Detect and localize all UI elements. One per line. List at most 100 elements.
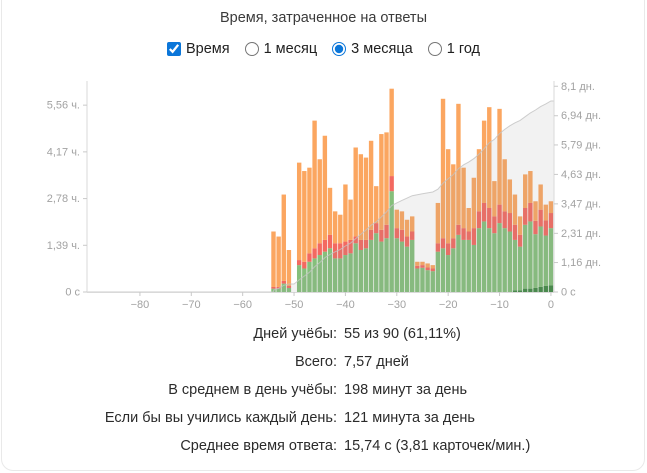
bar-segment-young-hours[interactable] xyxy=(435,251,441,292)
bar-segment-relearn-hours[interactable] xyxy=(338,243,343,259)
bar-segment-mature-hours[interactable] xyxy=(528,288,533,292)
bar-segment-young-hours[interactable] xyxy=(538,226,543,287)
bar-segment-young-hours[interactable] xyxy=(497,223,502,292)
bar-segment-mature-hours[interactable] xyxy=(523,288,528,292)
bar-segment-learn-hours[interactable] xyxy=(435,202,441,244)
bar-segment-learn-hours[interactable] xyxy=(410,216,415,232)
bar-segment-young-hours[interactable] xyxy=(286,287,292,292)
bar-segment-learn-hours[interactable] xyxy=(548,201,554,214)
bar-segment-young-hours[interactable] xyxy=(487,228,492,292)
bar-segment-learn-hours[interactable] xyxy=(384,132,389,225)
bar-segment-mature-hours[interactable] xyxy=(548,285,554,292)
range-radio-1[interactable] xyxy=(332,42,347,56)
bar-segment-learn-hours[interactable] xyxy=(497,108,502,205)
bar-segment-relearn-hours[interactable] xyxy=(348,239,353,254)
bar-segment-relearn-hours[interactable] xyxy=(343,241,348,256)
bar-segment-young-hours[interactable] xyxy=(276,288,281,292)
bar-segment-relearn-hours[interactable] xyxy=(353,236,358,244)
bar-segment-learn-hours[interactable] xyxy=(451,164,456,239)
bar-segment-young-hours[interactable] xyxy=(296,265,302,292)
bar-segment-learn-hours[interactable] xyxy=(302,171,307,262)
bar-segment-relearn-hours[interactable] xyxy=(512,224,518,240)
range-option-0[interactable]: 1 месяц xyxy=(244,41,317,57)
bar-segment-learn-hours[interactable] xyxy=(327,187,333,235)
bar-segment-learn-hours[interactable] xyxy=(358,154,364,240)
bar-segment-mature-hours[interactable] xyxy=(538,286,543,292)
bar-segment-young-hours[interactable] xyxy=(548,228,554,286)
bar-segment-mature-hours[interactable] xyxy=(512,290,518,292)
bar-segment-learn-hours[interactable] xyxy=(276,236,281,287)
bar-segment-young-hours[interactable] xyxy=(528,221,533,289)
bar-segment-young-hours[interactable] xyxy=(543,235,548,286)
bar-segment-young-hours[interactable] xyxy=(394,238,399,292)
bar-segment-learn-hours[interactable] xyxy=(533,201,538,221)
bar-segment-young-hours[interactable] xyxy=(404,246,410,292)
bar-segment-young-hours[interactable] xyxy=(461,239,466,292)
bar-segment-learn-hours[interactable] xyxy=(338,214,343,244)
bar-segment-young-hours[interactable] xyxy=(322,251,328,292)
bar-segment-relearn-hours[interactable] xyxy=(476,211,482,229)
bar-segment-relearn-hours[interactable] xyxy=(492,216,497,234)
bar-segment-relearn-hours[interactable] xyxy=(296,260,302,266)
bar-segment-mature-hours[interactable] xyxy=(533,287,538,292)
bar-segment-learn-hours[interactable] xyxy=(322,135,328,240)
bar-segment-young-hours[interactable] xyxy=(312,258,317,292)
range-radio-0[interactable] xyxy=(244,42,259,56)
bar-segment-relearn-hours[interactable] xyxy=(327,234,333,249)
bar-segment-relearn-hours[interactable] xyxy=(374,223,379,234)
bar-segment-young-hours[interactable] xyxy=(281,283,286,292)
bar-segment-young-hours[interactable] xyxy=(507,231,513,292)
bar-segment-young-hours[interactable] xyxy=(348,253,353,292)
bar-segment-learn-hours[interactable] xyxy=(481,120,487,203)
bar-segment-learn-hours[interactable] xyxy=(471,177,477,229)
bar-segment-learn-hours[interactable] xyxy=(286,250,292,286)
bar-segment-mature-hours[interactable] xyxy=(517,290,523,292)
range-option-2[interactable]: 1 год xyxy=(427,41,480,57)
bar-segment-relearn-hours[interactable] xyxy=(410,231,415,240)
bar-segment-learn-hours[interactable] xyxy=(404,219,410,237)
bar-segment-relearn-hours[interactable] xyxy=(430,268,435,272)
bar-segment-relearn-hours[interactable] xyxy=(548,213,554,229)
bar-segment-learn-hours[interactable] xyxy=(543,204,548,221)
bar-segment-learn-hours[interactable] xyxy=(389,88,394,177)
bar-segment-young-hours[interactable] xyxy=(445,255,451,292)
bar-segment-learn-hours[interactable] xyxy=(528,171,533,203)
bar-segment-young-hours[interactable] xyxy=(343,255,348,292)
bar-segment-relearn-hours[interactable] xyxy=(466,231,471,240)
bar-segment-relearn-hours[interactable] xyxy=(399,229,405,242)
bar-segment-young-hours[interactable] xyxy=(456,234,461,292)
bar-segment-learn-hours[interactable] xyxy=(368,140,374,230)
bar-segment-learn-hours[interactable] xyxy=(332,211,338,244)
bar-segment-young-hours[interactable] xyxy=(523,224,528,289)
bar-segment-relearn-hours[interactable] xyxy=(281,280,286,284)
bar-segment-relearn-hours[interactable] xyxy=(394,228,399,239)
bar-segment-relearn-hours[interactable] xyxy=(451,238,456,249)
bar-segment-learn-hours[interactable] xyxy=(512,194,518,225)
bar-segment-relearn-hours[interactable] xyxy=(368,229,374,240)
range-option-1[interactable]: 3 месяца xyxy=(332,41,413,57)
bar-segment-relearn-hours[interactable] xyxy=(312,248,317,259)
bar-segment-young-hours[interactable] xyxy=(353,243,358,292)
bar-segment-learn-hours[interactable] xyxy=(307,167,312,254)
bar-segment-learn-hours[interactable] xyxy=(507,179,513,214)
bar-segment-young-hours[interactable] xyxy=(374,233,379,292)
bar-segment-learn-hours[interactable] xyxy=(296,162,302,261)
time-checkbox-label[interactable]: Время xyxy=(166,41,230,57)
bar-segment-relearn-hours[interactable] xyxy=(440,238,446,249)
bar-segment-young-hours[interactable] xyxy=(502,228,507,292)
time-checkbox[interactable] xyxy=(166,42,181,56)
bar-segment-young-hours[interactable] xyxy=(481,221,487,292)
bar-segment-learn-hours[interactable] xyxy=(271,231,276,287)
range-radio-2[interactable] xyxy=(427,42,442,56)
bar-segment-learn-hours[interactable] xyxy=(502,159,507,212)
bar-segment-young-hours[interactable] xyxy=(517,246,523,291)
bar-segment-young-hours[interactable] xyxy=(389,191,394,292)
bar-segment-relearn-hours[interactable] xyxy=(332,243,338,259)
bar-segment-relearn-hours[interactable] xyxy=(425,267,430,271)
bar-segment-young-hours[interactable] xyxy=(338,258,343,292)
bar-segment-young-hours[interactable] xyxy=(512,239,518,291)
bar-segment-relearn-hours[interactable] xyxy=(528,202,533,222)
bar-segment-learn-hours[interactable] xyxy=(348,199,353,240)
bar-segment-learn-hours[interactable] xyxy=(440,98,446,239)
bar-segment-young-hours[interactable] xyxy=(410,239,415,292)
